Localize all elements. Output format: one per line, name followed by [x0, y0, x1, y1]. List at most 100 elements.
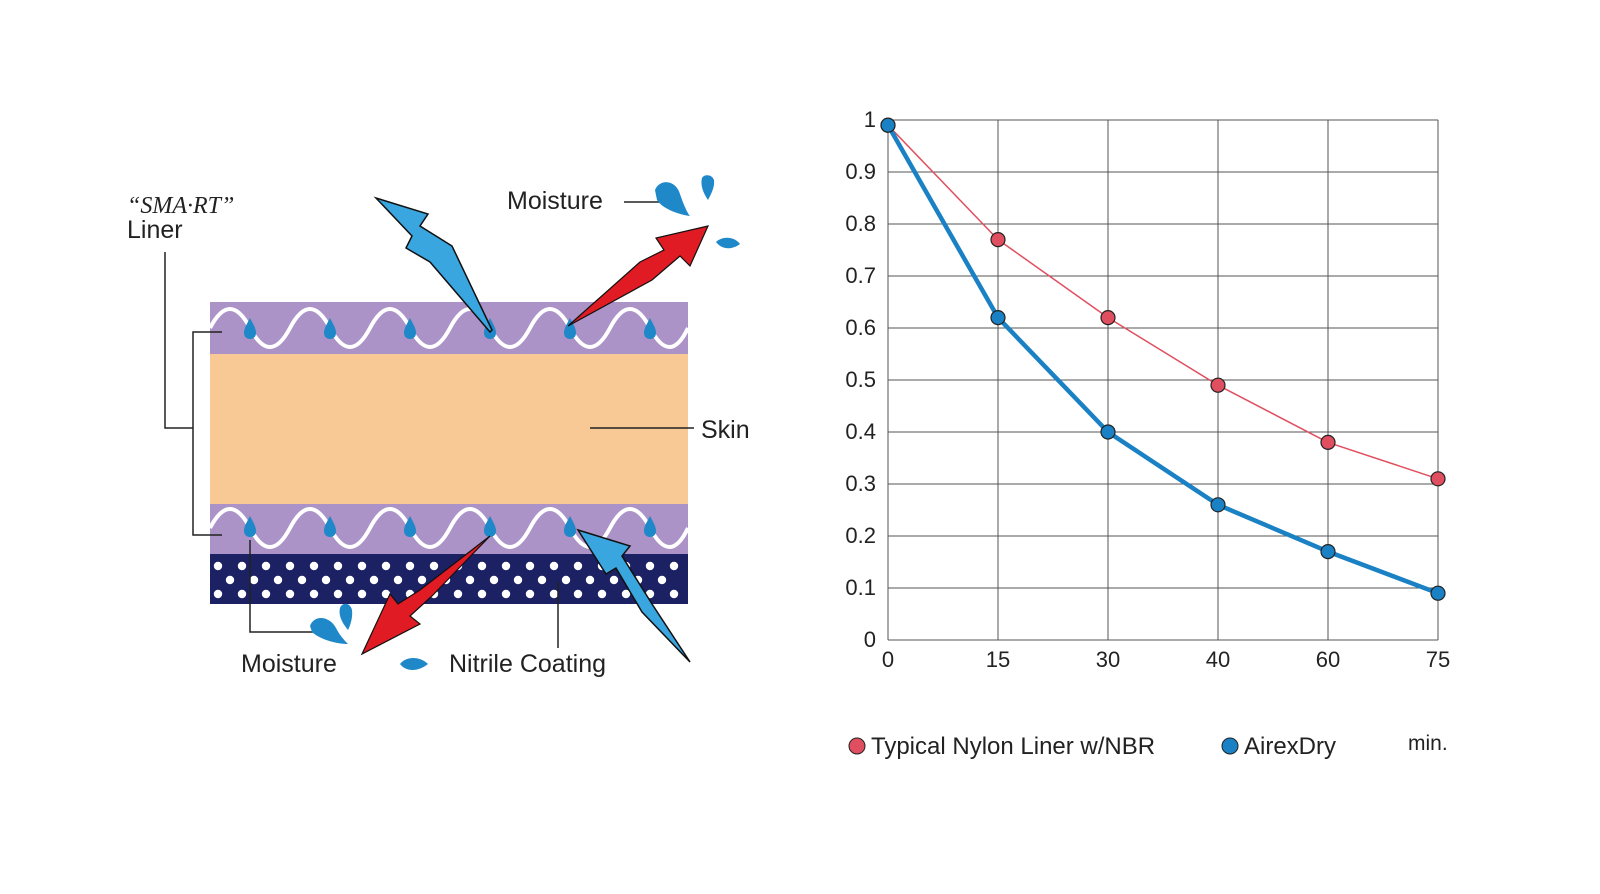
series-line [886, 124, 1439, 596]
coating-dot [285, 589, 295, 599]
coating-dot [573, 561, 583, 571]
vapor-arrow-up-right-red [567, 225, 710, 327]
coating-dot [501, 589, 511, 599]
coating-dot [225, 575, 235, 585]
coating-dot [285, 561, 295, 571]
coating-dot [261, 589, 271, 599]
coating-dot [345, 575, 355, 585]
vapor-arrow-down-left-red [360, 535, 491, 656]
coating-dot [525, 561, 535, 571]
skin-label: Skin [701, 416, 750, 444]
coating-dot [537, 575, 547, 585]
coating-dot [573, 589, 583, 599]
coating-dot [585, 575, 595, 585]
y-tick-label: 0.7 [845, 263, 876, 288]
coating-dot [501, 561, 511, 571]
data-point [1430, 585, 1446, 601]
data-point [880, 117, 896, 133]
coating-dot [309, 589, 319, 599]
coating-dot [597, 589, 607, 599]
data-point [1430, 471, 1446, 487]
legend-marker [1221, 737, 1239, 755]
data-point [1100, 424, 1116, 440]
coating-dot [309, 561, 319, 571]
y-tick-label: 0.3 [845, 471, 876, 496]
y-tick-label: 0.6 [845, 315, 876, 340]
x-unit-label: min. [1408, 732, 1448, 755]
series-line [887, 124, 1439, 480]
x-axis-tick-labels: 0 15 30 40 60 75 [882, 647, 1450, 672]
liner-bracket [164, 201, 694, 648]
vapor-arrow-up-right-blue [576, 528, 691, 663]
y-axis-tick-labels: 0 0.1 0.2 0.3 0.4 0.5 0.6 0.7 0.8 0.9 1 [845, 107, 876, 652]
coating-dot [645, 561, 655, 571]
data-point [1210, 377, 1226, 393]
coating-dot [393, 575, 403, 585]
x-tick-label: 60 [1316, 647, 1340, 672]
data-point [1210, 497, 1226, 513]
coating-dot [417, 575, 427, 585]
coating-dot [249, 575, 259, 585]
coating-dot [405, 561, 415, 571]
coating-dot [477, 589, 487, 599]
coating-dot [213, 589, 223, 599]
data-point [1320, 543, 1336, 560]
nitrile-coating-label: Nitrile Coating [449, 650, 606, 678]
x-tick-label: 75 [1426, 647, 1450, 672]
coating-dot [669, 561, 679, 571]
coating-dot [381, 561, 391, 571]
coating-dot [357, 561, 367, 571]
moisture-splash-top [655, 175, 740, 249]
y-tick-label: 0.9 [845, 159, 876, 184]
coating-dot [261, 561, 271, 571]
coating-dot [333, 589, 343, 599]
data-point [990, 310, 1006, 326]
data-point [1320, 434, 1336, 450]
data-point [990, 232, 1006, 248]
coating-dot [513, 575, 523, 585]
coating-dot [237, 589, 247, 599]
coating-dot [273, 575, 283, 585]
x-tick-label: 0 [882, 647, 894, 672]
coating-dot [453, 589, 463, 599]
y-tick-label: 0.1 [845, 575, 876, 600]
coating-dot [477, 561, 487, 571]
coating-dot [297, 575, 307, 585]
coating-dot [237, 561, 247, 571]
layer-diagram: “SMA·RT” Liner Moisture Skin Moisture Ni… [127, 175, 750, 678]
x-tick-label: 30 [1096, 647, 1120, 672]
coating-dot [333, 561, 343, 571]
coating-dot [549, 561, 559, 571]
legend-label: AirexDry [1244, 733, 1336, 760]
moisture-top-label: Moisture [507, 187, 603, 215]
x-tick-label: 40 [1206, 647, 1230, 672]
coating-dot [369, 575, 379, 585]
y-tick-label: 0 [864, 627, 876, 652]
liner-brand-label: “SMA·RT” [127, 193, 234, 219]
liner-bottom-fiber [208, 507, 690, 549]
coating-dot [549, 589, 559, 599]
y-tick-label: 0.2 [845, 523, 876, 548]
y-tick-label: 0.4 [845, 419, 876, 444]
y-tick-label: 1 [864, 107, 876, 132]
chart-legend: Typical Nylon Liner w/NBR AirexDry [848, 733, 1336, 760]
coating-dot [657, 575, 667, 585]
coating-dot [609, 575, 619, 585]
coating-dot [489, 575, 499, 585]
drying-time-chart: 0 0.1 0.2 0.3 0.4 0.5 0.6 0.7 0.8 0.9 1 0 15 30 40 60 7… [845, 107, 1450, 760]
coating-dot [357, 589, 367, 599]
skin-layer [210, 354, 688, 504]
y-tick-label: 0.8 [845, 211, 876, 236]
coating-dot [621, 589, 631, 599]
y-tick-label: 0.5 [845, 367, 876, 392]
coating-dot [669, 589, 679, 599]
x-tick-label: 15 [986, 647, 1010, 672]
coating-dot [213, 561, 223, 571]
chart-series [880, 117, 1446, 601]
coating-dot [561, 575, 571, 585]
legend-label: Typical Nylon Liner w/NBR [871, 733, 1155, 760]
liner-word-label: Liner [127, 216, 183, 244]
coating-dot [465, 575, 475, 585]
moisture-splash-bottom [310, 603, 428, 670]
coating-dot [525, 589, 535, 599]
